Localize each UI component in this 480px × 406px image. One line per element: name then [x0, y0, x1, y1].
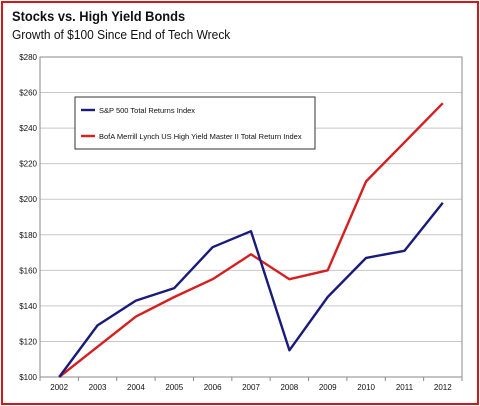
legend-box [74, 96, 316, 150]
plot-area [39, 56, 463, 378]
x-tick-label: 2005 [165, 383, 183, 392]
chart-title: Stocks vs. High Yield Bonds [12, 8, 186, 24]
y-tick-label: $260 [19, 89, 37, 98]
x-tick-label: 2004 [127, 383, 145, 392]
x-tick-label: 2010 [357, 383, 375, 392]
y-tick-label: $140 [19, 302, 37, 311]
x-tick-label: 2006 [204, 383, 222, 392]
y-tick-label: $200 [19, 195, 37, 204]
y-tick-label: $100 [19, 373, 37, 382]
x-tick-label: 2007 [242, 383, 260, 392]
x-tick-label: 2003 [89, 383, 107, 392]
y-tick-label: $280 [19, 53, 37, 62]
x-tick-label: 2002 [50, 383, 68, 392]
y-tick-label: $180 [19, 231, 37, 240]
y-tick-label: $160 [19, 266, 37, 275]
y-tick-label: $240 [19, 124, 37, 133]
legend-label: BofA Merrill Lynch US High Yield Master … [99, 132, 302, 141]
x-tick-label: 2012 [434, 383, 452, 392]
y-tick-label: $120 [19, 337, 37, 346]
x-tick-label: 2008 [280, 383, 298, 392]
legend-label: S&P 500 Total Returns Index [99, 106, 195, 115]
x-tick-label: 2011 [396, 383, 414, 392]
series-line [58, 202, 444, 378]
x-tick-label: 2009 [319, 383, 337, 392]
series-line [58, 102, 444, 378]
chart-subtitle: Growth of $100 Since End of Tech Wreck [12, 27, 231, 42]
y-tick-label: $220 [19, 160, 37, 169]
